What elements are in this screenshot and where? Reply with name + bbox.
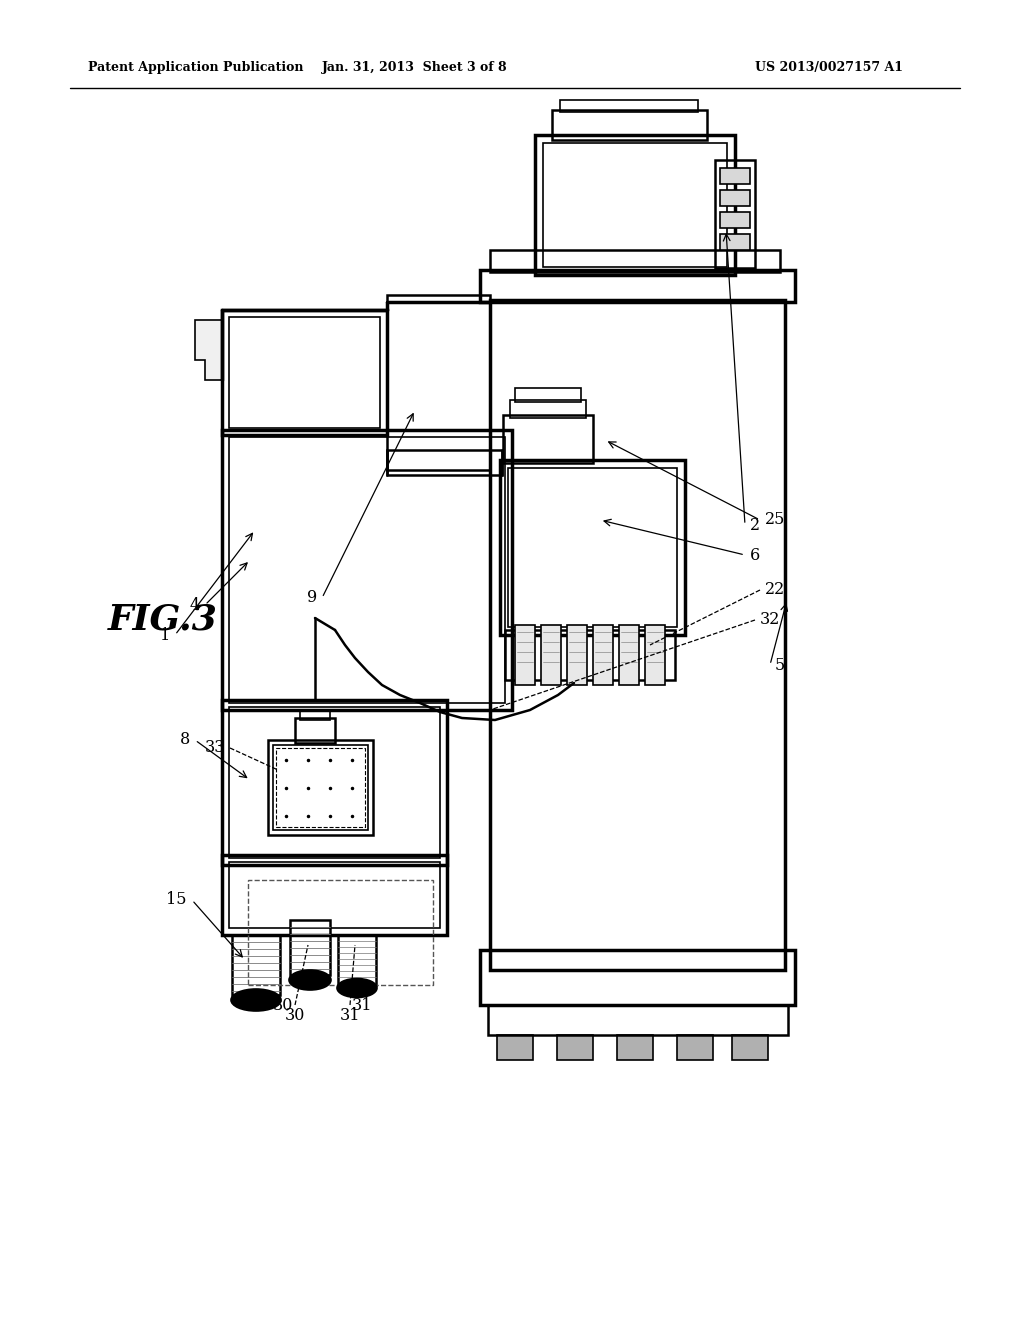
Bar [222,855,447,935]
Bar [567,624,587,685]
Bar [543,143,727,267]
Bar [720,190,750,206]
Text: 4: 4 [189,597,200,614]
Text: 15: 15 [167,891,187,908]
Bar [229,317,380,428]
Text: 31: 31 [352,997,373,1014]
Bar [229,437,505,704]
Text: 25: 25 [765,511,785,528]
Bar [222,700,447,865]
Bar [720,168,750,183]
Bar [273,744,368,830]
Ellipse shape [337,978,377,998]
Bar [541,624,561,685]
Bar [645,624,665,685]
Bar [535,135,735,275]
Bar [268,741,373,836]
Bar [232,935,280,995]
Text: 1: 1 [160,627,170,644]
Text: 8: 8 [180,731,190,748]
Bar [515,388,581,403]
Bar [387,450,502,475]
Ellipse shape [231,989,281,1011]
Polygon shape [732,1035,768,1060]
Text: 31: 31 [340,1006,360,1023]
Bar [295,718,335,743]
Text: 9: 9 [307,590,317,606]
Bar [715,160,755,268]
Bar [505,630,675,680]
Bar [248,880,433,985]
Text: 33: 33 [205,739,225,756]
Polygon shape [617,1035,653,1060]
Bar [500,459,685,635]
Bar [387,294,490,470]
Bar [508,469,677,627]
Bar [503,414,593,463]
Text: 32: 32 [760,611,780,628]
Bar [229,862,440,928]
Ellipse shape [289,970,331,990]
Text: 30: 30 [285,1006,305,1023]
Bar [222,430,512,710]
Text: 5: 5 [775,656,785,673]
Bar [338,935,376,985]
Bar [490,249,780,272]
Text: Jan. 31, 2013  Sheet 3 of 8: Jan. 31, 2013 Sheet 3 of 8 [323,62,508,74]
Text: US 2013/0027157 A1: US 2013/0027157 A1 [755,62,903,74]
Polygon shape [497,1035,534,1060]
Text: FIG.3: FIG.3 [108,603,218,638]
Bar [490,300,785,970]
Bar [229,708,440,858]
Bar [720,234,750,249]
Bar [593,624,613,685]
Text: 30: 30 [272,997,293,1014]
Bar [276,748,365,828]
Bar [488,1005,788,1035]
Bar [290,920,330,975]
Bar [720,213,750,228]
Bar [515,624,535,685]
Text: 22: 22 [765,582,785,598]
Bar [222,310,387,436]
Text: 2: 2 [750,516,760,533]
Bar [480,271,795,302]
Bar [618,624,639,685]
Text: 6: 6 [750,546,760,564]
Text: Patent Application Publication: Patent Application Publication [88,62,303,74]
Polygon shape [195,310,222,380]
Bar [510,400,586,418]
Bar [552,110,707,140]
Polygon shape [677,1035,713,1060]
Bar [480,950,795,1005]
Bar [300,710,330,719]
Bar [560,100,698,112]
Polygon shape [557,1035,593,1060]
